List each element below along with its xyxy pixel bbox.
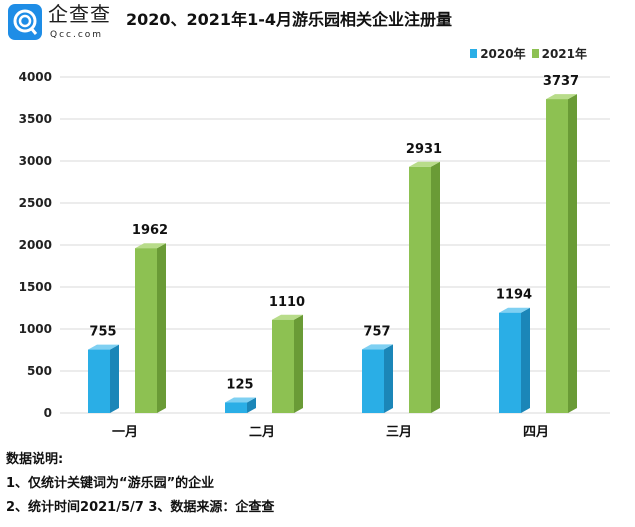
bar-side [431, 161, 440, 413]
notes-heading: 数据说明: [6, 452, 64, 467]
bar-side [247, 397, 256, 413]
bar-side [521, 307, 530, 413]
legend-item-2021: 2021年 [531, 47, 587, 61]
bar-top [225, 397, 256, 403]
x-tick-label: 二月 [249, 425, 275, 440]
y-tick-label: 1000 [19, 322, 52, 336]
data-label: 3737 [543, 74, 579, 89]
data-label: 755 [89, 325, 116, 340]
bar-2020年-二月 [225, 402, 247, 413]
x-tick-label: 一月 [112, 425, 138, 440]
data-label: 1962 [132, 223, 168, 238]
y-tick-label: 2000 [19, 238, 52, 252]
legend-item-2020: 2020年 [470, 47, 526, 61]
bar-2021年-二月 [272, 319, 294, 413]
y-tick-label: 500 [27, 364, 52, 378]
x-tick-label: 四月 [523, 425, 549, 440]
chart-title: 2020、2021年1-4月游乐园相关企业注册量 [126, 10, 452, 29]
bar-2021年-一月 [135, 248, 157, 413]
bar-side [384, 344, 393, 413]
logo-domain: Qcc.com [50, 30, 104, 40]
y-tick-label: 4000 [19, 70, 52, 84]
y-tick-label: 0 [44, 406, 52, 420]
bar-side [157, 243, 166, 413]
bar-side [294, 314, 303, 413]
bar-top [135, 243, 166, 249]
note-line-2: 2、统计时间2021/5/7 3、数据来源：企查查 [6, 500, 275, 515]
data-label: 2931 [406, 142, 442, 157]
bar-top [362, 344, 393, 350]
y-tick-label: 1500 [19, 280, 52, 294]
x-tick-label: 三月 [386, 425, 412, 440]
bar-2021年-三月 [409, 166, 431, 413]
data-label: 1110 [269, 295, 305, 310]
bar-top [272, 314, 303, 320]
bar-side [110, 344, 119, 413]
y-tick-label: 3000 [19, 154, 52, 168]
y-tick-label: 2500 [19, 196, 52, 210]
bar-top [88, 344, 119, 350]
data-label: 1194 [496, 288, 532, 303]
bar-2020年-三月 [362, 349, 384, 413]
bar-2021年-四月 [546, 99, 568, 413]
bar-2020年-一月 [88, 349, 110, 413]
data-label: 757 [363, 324, 390, 339]
bar-top [409, 161, 440, 167]
y-tick-label: 3500 [19, 112, 52, 126]
qcc-logo-icon [8, 4, 42, 40]
bar-top [546, 94, 577, 100]
bar-2020年-四月 [499, 312, 521, 413]
note-line-1: 1、仅统计关键词为“游乐园”的企业 [6, 476, 215, 491]
legend: 2020年 2021年 [470, 47, 587, 61]
bar-side [568, 94, 577, 413]
bar-top [499, 307, 530, 313]
logo-name: 企查查 [48, 2, 111, 26]
data-label: 125 [226, 378, 253, 393]
